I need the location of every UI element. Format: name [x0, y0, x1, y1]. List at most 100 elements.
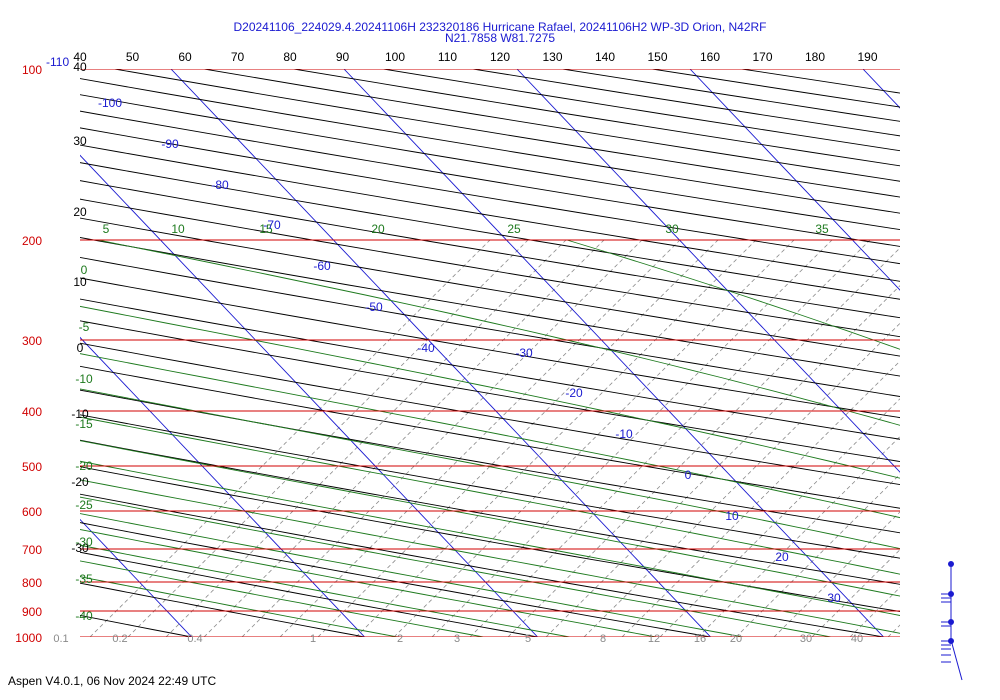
top-axis-label: 190	[857, 50, 877, 64]
moist-adiabat-line	[80, 353, 900, 519]
dry-adiabat-line	[80, 78, 900, 214]
isotherm-label: -50	[365, 300, 383, 314]
mixing-ratio-line	[621, 360, 900, 637]
mixing-ratio-line	[773, 511, 900, 637]
moist-adiabat-left-label: -15	[75, 417, 93, 431]
mixing-ratio-line	[926, 240, 1000, 637]
top-axis-label: 150	[647, 50, 667, 64]
moist-adiabat-line	[80, 416, 900, 575]
moist-adiabat-left-label: -25	[75, 498, 93, 512]
moist-adiabat-left-label: -10	[75, 372, 93, 386]
moist-adiabat-line	[80, 460, 900, 616]
moist-adiabat-label: 35	[815, 222, 829, 236]
dry-adiabat-label: 20	[73, 205, 87, 219]
top-axis-label: 90	[336, 50, 350, 64]
top-axis-label: 40	[73, 50, 87, 64]
pressure-label: 100	[22, 63, 42, 77]
dry-adiabat-label: 30	[73, 134, 87, 148]
top-axis-label: 60	[178, 50, 192, 64]
moist-adiabat-line	[80, 496, 834, 637]
mixing-ratio-line	[964, 240, 1000, 637]
moist-adiabat-label: 15	[259, 222, 273, 236]
mixing-ratio-label: 0.4	[187, 633, 202, 645]
wind-barb-column	[941, 561, 963, 681]
mixing-ratio-label: 8	[600, 633, 606, 645]
mixing-ratio-line	[545, 285, 900, 637]
dry-adiabat-line	[80, 277, 900, 419]
moist-adiabat-left-label: -20	[75, 459, 93, 473]
mixing-ratio-line	[887, 624, 900, 637]
footer-text: Aspen V4.0.1, 06 Nov 2024 22:49 UTC	[8, 674, 217, 688]
dry-adiabat-line	[80, 237, 900, 377]
top-axis-label: 80	[283, 50, 297, 64]
dry-adiabat-line	[80, 582, 368, 637]
mixing-ratio-label: 30	[800, 633, 812, 645]
pressure-label: 300	[22, 334, 42, 348]
moist-adiabat-line	[80, 305, 900, 479]
dry-adiabat-line	[114, 69, 900, 198]
mixing-ratio-line	[203, 239, 605, 637]
moist-adiabat-label: 20	[371, 222, 385, 236]
mixing-ratio-label: 40	[851, 633, 863, 645]
mixing-ratio-line	[241, 239, 643, 637]
mixing-ratio-line	[735, 473, 900, 637]
mixing-ratio-label: 5	[525, 633, 531, 645]
mixing-ratio-line	[393, 239, 795, 637]
pressure-label: 700	[22, 543, 42, 557]
dry-adiabat-line	[80, 256, 900, 397]
isotherm-line	[516, 69, 900, 473]
pressure-label: 1000	[15, 631, 42, 645]
moist-adiabat-line	[80, 440, 900, 597]
moist-adiabat-line	[80, 529, 659, 637]
isotherm-label: 30	[827, 591, 841, 605]
isotherm-label: -80	[211, 178, 229, 192]
top-axis-label: 70	[231, 50, 245, 64]
isotherm-label: -60	[313, 259, 331, 273]
mixing-ratio-label: 0.2	[112, 633, 127, 645]
pressure-label: 400	[22, 405, 42, 419]
isotherm-label: -90	[161, 137, 179, 151]
moist-adiabat-line	[80, 560, 486, 637]
mixing-ratio-line	[811, 549, 900, 637]
mixing-ratio-line	[469, 239, 871, 637]
moist-adiabat-line	[97, 239, 900, 426]
mixing-ratio-line	[583, 322, 900, 637]
wind-barb-dot	[948, 561, 954, 567]
dry-adiabat-line	[80, 217, 900, 357]
dry-adiabat-label: 40	[73, 60, 87, 74]
dry-adiabat-line	[80, 389, 900, 534]
dry-adiabat-line	[0, 69, 79, 649]
isotherm-label: -70	[263, 218, 281, 232]
mixing-ratio-label: 1	[310, 633, 316, 645]
dry-adiabat-line	[204, 69, 900, 182]
top-axis-label: 110	[438, 50, 457, 64]
dry-adiabat-label: -10	[71, 407, 89, 421]
isotherm-line	[80, 518, 192, 637]
mixing-ratio-line	[507, 247, 900, 637]
dry-adiabat-line	[80, 298, 900, 440]
wind-barb-staff	[950, 639, 963, 681]
mixing-ratio-line	[659, 398, 900, 637]
top-axis-label: 130	[542, 50, 562, 64]
mixing-ratio-label: 20	[730, 633, 742, 645]
top-axis-label: 180	[805, 50, 825, 64]
moist-adiabat-line	[80, 479, 900, 634]
chart-subtitle: N21.7858 W81.7275	[444, 31, 556, 45]
moist-adiabat-left-label: -30	[75, 535, 93, 549]
moist-adiabat-label: 30	[665, 222, 679, 236]
isotherm-line	[689, 69, 900, 291]
top-axis-label: 170	[752, 50, 772, 64]
isotherm-label: -40	[417, 341, 435, 355]
pressure-label: 500	[22, 460, 42, 474]
mixing-ratio-line	[89, 239, 491, 637]
isotherm-label: -100	[98, 96, 122, 110]
moist-adiabat-left-label: -40	[75, 609, 93, 623]
dry-adiabat-line	[80, 180, 900, 319]
mixing-ratio-line	[165, 239, 567, 637]
pressure-label: 600	[22, 505, 42, 519]
dry-adiabat-line	[80, 365, 900, 509]
plot-area	[0, 69, 1000, 649]
moist-adiabat-line	[80, 544, 572, 637]
moist-adiabat-left-label: -5	[79, 320, 90, 334]
